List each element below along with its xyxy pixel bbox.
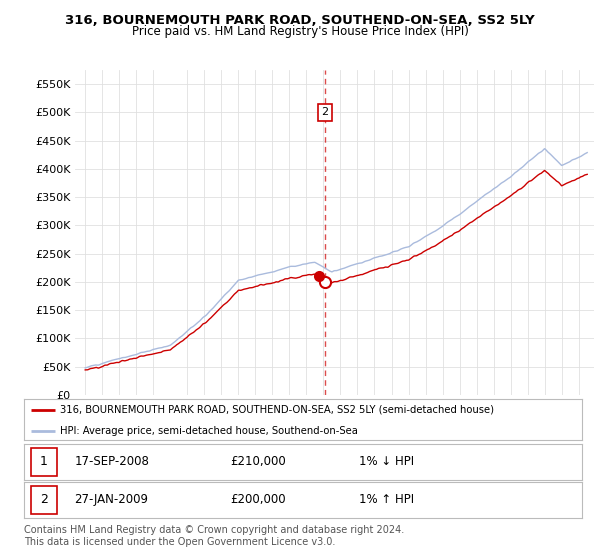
Text: 316, BOURNEMOUTH PARK ROAD, SOUTHEND-ON-SEA, SS2 5LY (semi-detached house): 316, BOURNEMOUTH PARK ROAD, SOUTHEND-ON-… bbox=[60, 405, 494, 415]
Text: 17-SEP-2008: 17-SEP-2008 bbox=[74, 455, 149, 468]
Text: £200,000: £200,000 bbox=[230, 493, 286, 506]
Text: Contains HM Land Registry data © Crown copyright and database right 2024.
This d: Contains HM Land Registry data © Crown c… bbox=[24, 525, 404, 547]
Text: 2: 2 bbox=[40, 493, 48, 506]
Text: HPI: Average price, semi-detached house, Southend-on-Sea: HPI: Average price, semi-detached house,… bbox=[60, 426, 358, 436]
Text: 316, BOURNEMOUTH PARK ROAD, SOUTHEND-ON-SEA, SS2 5LY: 316, BOURNEMOUTH PARK ROAD, SOUTHEND-ON-… bbox=[65, 14, 535, 27]
Text: 1% ↓ HPI: 1% ↓ HPI bbox=[359, 455, 414, 468]
Text: 27-JAN-2009: 27-JAN-2009 bbox=[74, 493, 148, 506]
FancyBboxPatch shape bbox=[31, 486, 58, 514]
Text: 2: 2 bbox=[321, 107, 328, 117]
FancyBboxPatch shape bbox=[31, 448, 58, 475]
Text: Price paid vs. HM Land Registry's House Price Index (HPI): Price paid vs. HM Land Registry's House … bbox=[131, 25, 469, 38]
Text: 1% ↑ HPI: 1% ↑ HPI bbox=[359, 493, 414, 506]
Text: £210,000: £210,000 bbox=[230, 455, 286, 468]
Text: 1: 1 bbox=[40, 455, 48, 468]
